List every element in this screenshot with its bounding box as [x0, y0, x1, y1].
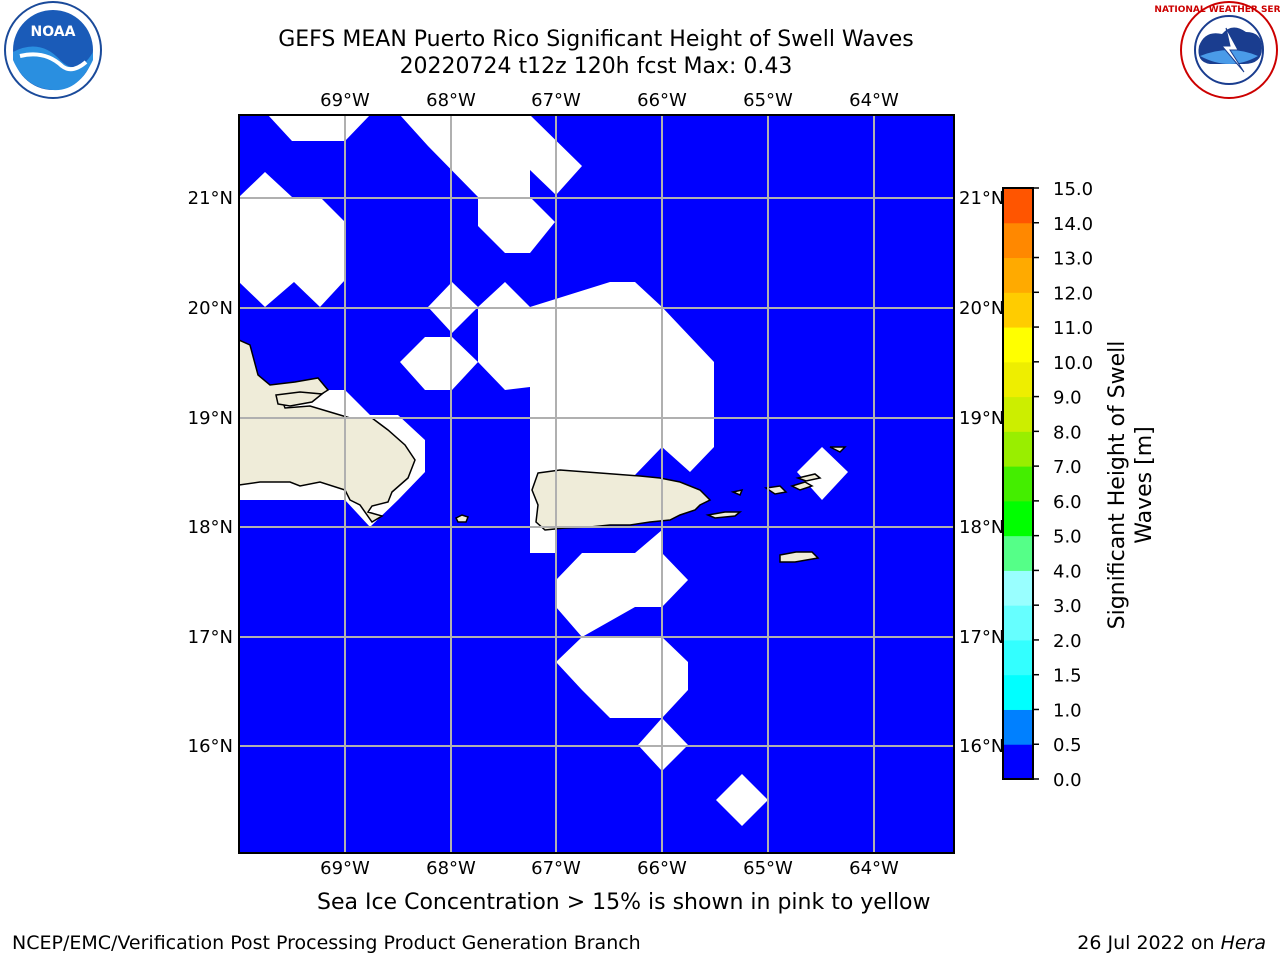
colorbar-tick-label: 9.0	[1053, 388, 1082, 409]
colorbar-ticks: 0.0 0.5 1.0 1.5 2.0 3.0 4.0 5.0 6.0 7.0 8.0 9.0 10.0…	[1033, 179, 1093, 791]
colorbar: 0.0 0.5 1.0 1.5 2.0 3.0 4.0 5.0 6.0 7.0 8.0 9.0 10.0…	[1002, 179, 1157, 791]
map-area	[239, 115, 954, 853]
lat-label: 16°N	[188, 736, 233, 757]
colorbar-tick-label: 13.0	[1053, 249, 1093, 270]
colorbar-swatch	[1003, 466, 1033, 502]
lat-label: 19°N	[188, 408, 233, 429]
colorbar-swatch	[1003, 674, 1033, 710]
colorbar-swatch	[1003, 292, 1033, 328]
footer-host: Hera	[1220, 932, 1266, 954]
st-croix	[779, 551, 820, 563]
lon-label: 68°W	[426, 90, 476, 111]
colorbar-swatch	[1003, 639, 1033, 676]
lon-label: 64°W	[849, 858, 899, 879]
colorbar-swatch	[1003, 188, 1033, 224]
colorbar-label-line1: Significant Height of Swell	[1105, 341, 1130, 630]
colorbar-swatch	[1003, 744, 1033, 780]
lat-label: 21°N	[188, 188, 233, 209]
colorbar-swatch	[1003, 431, 1033, 467]
colorbar-tick-label: 14.0	[1053, 214, 1093, 235]
lon-labels-top: 69°W 68°W 67°W 66°W 65°W 64°W	[320, 90, 899, 111]
colorbar-tick-label: 15.0	[1053, 179, 1093, 200]
colorbar-swatch	[1003, 222, 1033, 259]
land	[239, 339, 847, 563]
colorbar-swatch	[1003, 605, 1033, 641]
lon-label: 69°W	[320, 90, 370, 111]
lat-label: 18°N	[959, 517, 1004, 538]
map-title: GEFS MEAN Puerto Rico Significant Height…	[278, 27, 914, 52]
lon-label: 66°W	[637, 90, 687, 111]
colorbar-tick-label: 2.0	[1053, 631, 1082, 652]
footer-branch: NCEP/EMC/Verification Post Processing Pr…	[12, 932, 641, 954]
colorbar-swatch	[1003, 396, 1033, 432]
lon-label: 65°W	[743, 858, 793, 879]
lon-label: 65°W	[743, 90, 793, 111]
sea-ice-caption: Sea Ice Concentration > 15% is shown in …	[317, 890, 931, 915]
lat-label: 19°N	[959, 408, 1004, 429]
colorbar-tick-label: 1.0	[1053, 700, 1082, 721]
colorbar-swatch	[1003, 500, 1033, 537]
mona-island	[454, 514, 469, 523]
lon-labels-bottom: 69°W 68°W 67°W 66°W 65°W 64°W	[320, 858, 899, 879]
colorbar-swatches	[1003, 188, 1033, 780]
nws-logo-text: NATIONAL WEATHER SERVICE	[1154, 5, 1280, 15]
colorbar-tick-label: 10.0	[1053, 353, 1093, 374]
lat-labels-left: 21°N 20°N 19°N 18°N 17°N 16°N	[188, 188, 233, 757]
lon-label: 66°W	[637, 858, 687, 879]
lat-label: 20°N	[959, 298, 1004, 319]
colorbar-swatch	[1003, 327, 1033, 363]
map-frame	[238, 114, 955, 854]
anegada	[829, 446, 847, 453]
colorbar-tick-label: 0.5	[1053, 735, 1082, 756]
lat-label: 21°N	[959, 188, 1004, 209]
footer-date-text: 26 Jul 2022 on	[1077, 932, 1221, 954]
colorbar-swatch	[1003, 709, 1033, 745]
graticule	[239, 115, 954, 853]
colorbar-swatch	[1003, 570, 1033, 606]
colorbar-tick-label: 12.0	[1053, 283, 1093, 304]
colorbar-swatch	[1003, 535, 1033, 571]
lat-label: 17°N	[188, 627, 233, 648]
tortuga-island	[275, 391, 324, 407]
lon-label: 64°W	[849, 90, 899, 111]
st-thomas	[763, 485, 788, 495]
tortola	[795, 473, 822, 482]
footer-date: 26 Jul 2022 on Hera	[1077, 932, 1266, 954]
lat-label: 20°N	[188, 298, 233, 319]
colorbar-tick-label: 4.0	[1053, 561, 1082, 582]
vieques	[705, 511, 743, 519]
culebra	[730, 488, 744, 496]
st-john	[789, 481, 814, 491]
noaa-logo: NOAA	[4, 1, 102, 99]
lat-label: 16°N	[959, 736, 1004, 757]
lat-label: 17°N	[959, 627, 1004, 648]
lon-label: 68°W	[426, 858, 476, 879]
nws-logo: NATIONAL WEATHER SERVICE	[1154, 1, 1280, 99]
colorbar-tick-label: 0.0	[1053, 770, 1082, 791]
colorbar-swatch	[1003, 257, 1033, 293]
lat-label: 18°N	[188, 517, 233, 538]
lon-label: 67°W	[531, 90, 581, 111]
colorbar-tick-label: 1.5	[1053, 666, 1082, 687]
lon-label: 69°W	[320, 858, 370, 879]
map-subtitle: 20220724 t12z 120h fcst Max: 0.43	[399, 54, 793, 79]
hispaniola	[239, 339, 416, 524]
colorbar-frame	[1002, 187, 1034, 780]
lat-labels-right: 21°N 20°N 19°N 18°N 17°N 16°N	[959, 188, 1004, 757]
colorbar-tick-label: 11.0	[1053, 318, 1093, 339]
colorbar-tick-label: 3.0	[1053, 596, 1082, 617]
colorbar-tick-label: 7.0	[1053, 457, 1082, 478]
colorbar-tick-label: 6.0	[1053, 492, 1082, 513]
colorbar-tick-label: 5.0	[1053, 527, 1082, 548]
noaa-logo-text: NOAA	[31, 24, 76, 40]
colorbar-tick-label: 8.0	[1053, 422, 1082, 443]
colorbar-label-line2: Waves [m]	[1132, 426, 1157, 543]
colorbar-swatch	[1003, 361, 1033, 398]
lon-label: 67°W	[531, 858, 581, 879]
